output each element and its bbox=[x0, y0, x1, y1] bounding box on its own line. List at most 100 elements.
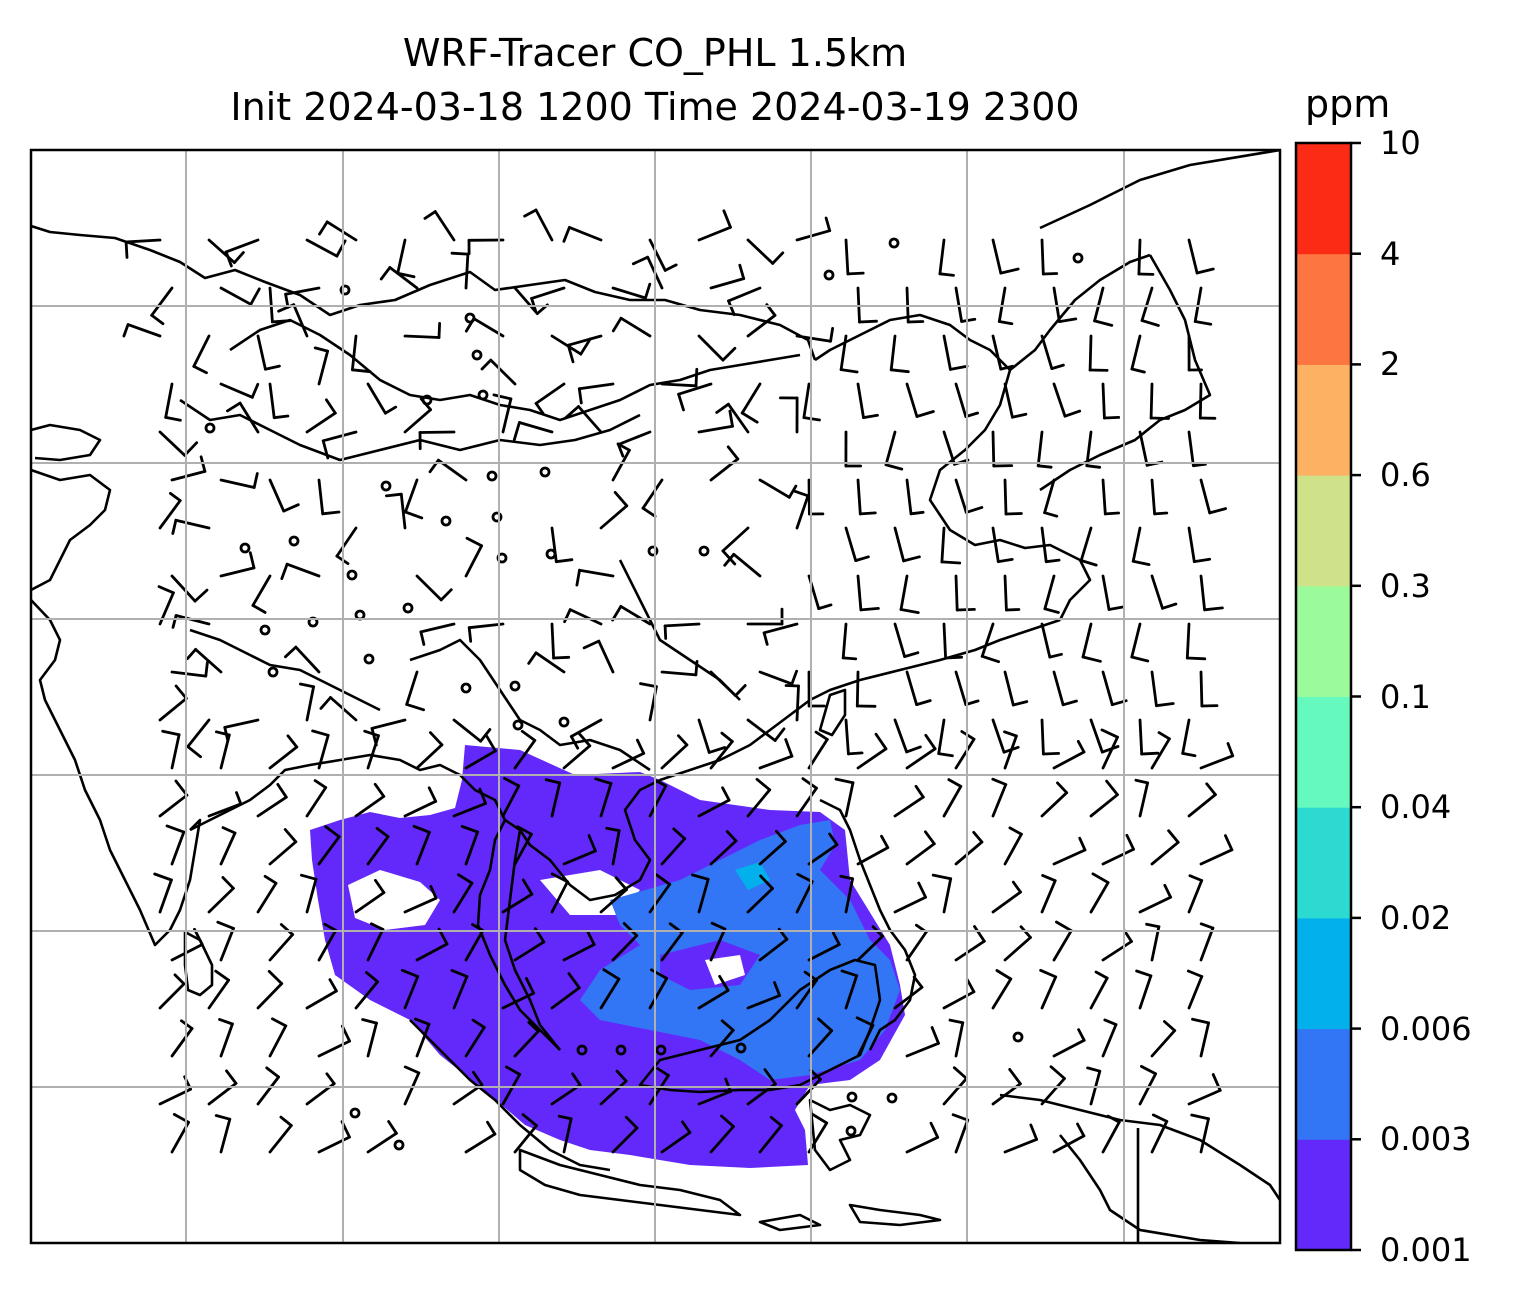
wind-barb-shaft bbox=[893, 718, 908, 754]
wind-barb-shaft bbox=[599, 504, 629, 530]
wind-barb-flag bbox=[940, 560, 962, 565]
wind-barb-shaft bbox=[648, 977, 669, 1010]
wind-barb-flag bbox=[313, 346, 330, 353]
wind-barb-shaft bbox=[727, 402, 750, 434]
wind-barb-flag bbox=[1055, 920, 1073, 933]
wind-barb-flag bbox=[1181, 752, 1197, 758]
wind-barb-shaft bbox=[268, 1024, 288, 1058]
colorbar-tick-label: 0.04 bbox=[1380, 788, 1452, 827]
wind-barb-flag bbox=[636, 738, 646, 755]
wind-barb-flag bbox=[613, 490, 629, 508]
wind-barb-flag bbox=[403, 1065, 421, 1075]
wind-barb-shaft bbox=[1003, 574, 1008, 612]
wind-barb-flag bbox=[361, 1018, 378, 1025]
wind-barb-shaft bbox=[942, 334, 952, 371]
wind-barb-flag bbox=[122, 323, 130, 338]
wind-barb-shaft bbox=[1199, 1021, 1210, 1058]
wind-barb-shaft bbox=[305, 685, 316, 722]
wind-barb-flag bbox=[839, 874, 854, 881]
wind-barb-shaft bbox=[550, 781, 562, 818]
map-frame bbox=[29, 148, 1282, 1245]
wind-barb-flag bbox=[1186, 969, 1204, 978]
wind-barb-shaft bbox=[1101, 478, 1107, 516]
coastline-new-guinea bbox=[999, 1093, 1280, 1243]
wind-barb-shaft bbox=[855, 670, 860, 708]
wind-barb-flag bbox=[847, 751, 864, 756]
wind-barb-shaft bbox=[150, 286, 174, 317]
wind-barb-flag bbox=[862, 413, 879, 420]
calm-wind-marker bbox=[698, 545, 710, 557]
wind-barb-flag bbox=[185, 648, 198, 661]
tracer-plume-high bbox=[735, 862, 770, 890]
wind-barb-shaft bbox=[415, 574, 443, 602]
wind-barb-shaft bbox=[1138, 781, 1149, 818]
calm-wind-marker bbox=[512, 719, 524, 731]
wind-barb-shaft bbox=[1193, 286, 1203, 323]
wind-barb-shaft bbox=[709, 839, 738, 866]
wind-barb-flag bbox=[641, 506, 657, 518]
wind-barb-flag bbox=[566, 343, 575, 364]
wind-barb-flag bbox=[480, 358, 493, 371]
wind-barb-flag bbox=[909, 510, 925, 516]
wind-barb-shaft bbox=[597, 639, 615, 674]
wind-barb-shaft bbox=[942, 430, 956, 466]
wind-barb-shaft bbox=[795, 229, 832, 242]
wind-barb-shaft bbox=[1093, 286, 1105, 323]
wind-barb-flag bbox=[252, 472, 259, 489]
calm-wind-marker bbox=[380, 480, 392, 492]
wind-barb-flag bbox=[1086, 1066, 1102, 1073]
wind-barb-flag bbox=[419, 397, 433, 412]
wind-barb-flag bbox=[427, 786, 438, 803]
wind-barb-flag bbox=[165, 824, 186, 834]
wind-barb-flag bbox=[1151, 1113, 1169, 1123]
wind-barb-shaft bbox=[954, 478, 968, 514]
wind-barb-flag bbox=[955, 608, 976, 612]
wind-barb-flag bbox=[263, 874, 278, 885]
wind-barb-shaft bbox=[1003, 478, 1008, 516]
wind-barb-flag bbox=[854, 555, 870, 562]
colorbar-segment bbox=[1296, 585, 1351, 697]
wind-barb-shaft bbox=[1199, 670, 1204, 708]
wind-barb-shaft bbox=[980, 622, 995, 658]
wind-barb-shaft bbox=[1137, 238, 1142, 276]
wind-barb-shaft bbox=[844, 718, 850, 756]
wind-barb-shaft bbox=[568, 608, 603, 626]
wind-barb-flag bbox=[718, 974, 730, 992]
wind-barb-shaft bbox=[158, 697, 188, 722]
wind-barb-flag bbox=[523, 208, 538, 218]
wind-barb-shaft bbox=[305, 877, 318, 914]
wind-barb-shaft bbox=[795, 334, 832, 343]
wind-barb-flag bbox=[318, 220, 329, 236]
calm-wind-marker bbox=[509, 680, 521, 692]
wind-barb-flag bbox=[720, 731, 734, 743]
wind-barb-flag bbox=[949, 364, 969, 371]
calm-wind-marker bbox=[460, 682, 472, 694]
wind-barb-flag bbox=[817, 1017, 834, 1033]
calm-wind-marker bbox=[735, 1042, 747, 1054]
colorbar-tick-label: 0.6 bbox=[1380, 456, 1431, 495]
wind-barb-flag bbox=[199, 455, 207, 473]
wind-barb-shaft bbox=[991, 890, 1022, 914]
wind-barb-flag bbox=[153, 872, 173, 882]
wind-barb-shaft bbox=[1089, 718, 1104, 754]
colorbar-tick-label: 2 bbox=[1380, 345, 1401, 384]
wind-barb-flag bbox=[1058, 317, 1078, 324]
coastline-java bbox=[518, 1148, 742, 1217]
wind-barb-flag bbox=[460, 825, 480, 834]
wind-barb-flag bbox=[1125, 833, 1135, 851]
wind-barb-shaft bbox=[899, 574, 909, 611]
wind-barb-flag bbox=[413, 1017, 431, 1026]
calm-wind-marker bbox=[823, 269, 835, 281]
wind-barb-flag bbox=[734, 684, 747, 697]
wind-barb-flag bbox=[884, 463, 904, 471]
calm-wind-marker bbox=[440, 515, 452, 527]
wind-barb-flag bbox=[1163, 883, 1172, 899]
wind-barb-shaft bbox=[577, 382, 615, 391]
wind-barb-shaft bbox=[317, 733, 330, 770]
wind-barb-shaft bbox=[844, 781, 855, 818]
wind-barb-flag bbox=[282, 503, 300, 513]
wind-barb-flag bbox=[313, 779, 328, 789]
wind-barb-shaft bbox=[186, 718, 211, 748]
wind-barb-flag bbox=[611, 605, 623, 622]
wind-barb-shaft bbox=[1131, 526, 1142, 563]
